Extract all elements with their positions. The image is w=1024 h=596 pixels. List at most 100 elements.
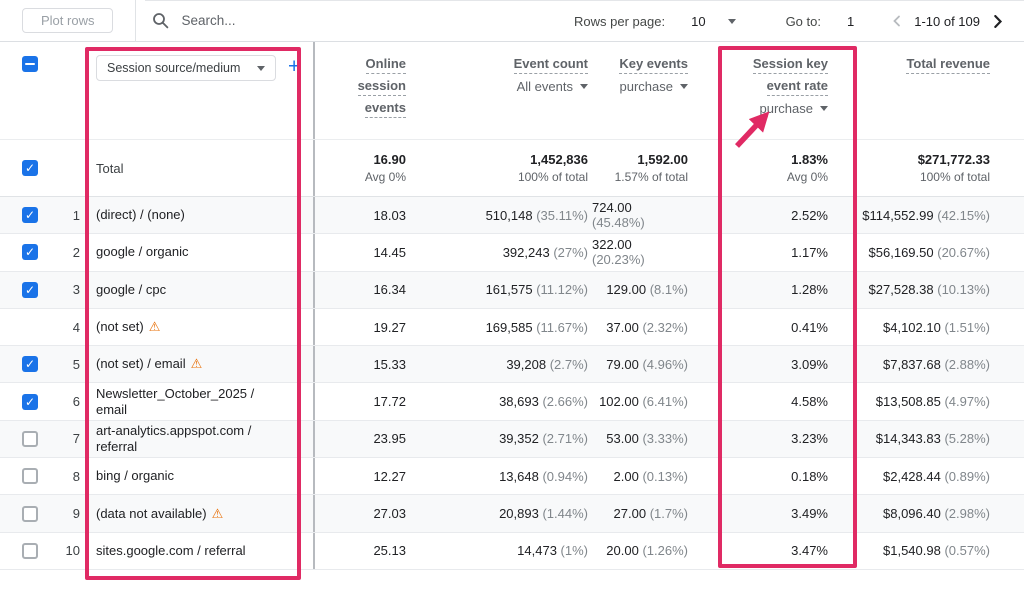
dimension-value: (not set) bbox=[96, 319, 144, 335]
table-toolbar: Plot rows Rows per page: 10 Go to: 1 1-1… bbox=[0, 0, 1024, 42]
dimension-value: google / organic bbox=[96, 244, 189, 260]
event-count-cell: 39,208 (2.7%) bbox=[506, 356, 588, 372]
header-label: Event count bbox=[513, 56, 588, 74]
row-checkbox[interactable] bbox=[22, 430, 38, 447]
go-to-label: Go to: bbox=[785, 13, 821, 29]
event-filter-value: All events bbox=[516, 79, 573, 94]
row-checkbox[interactable]: ✓ bbox=[22, 356, 38, 373]
total-revenue-cell: $7,837.68 (2.88%) bbox=[883, 356, 990, 372]
row-checkbox[interactable] bbox=[22, 542, 38, 559]
dimension-value: google / cpc bbox=[96, 281, 167, 297]
row-number: 5 bbox=[72, 356, 80, 372]
dimension-value: (data not available) bbox=[96, 505, 207, 521]
key-events-cell: 724.00 (45.48%) bbox=[592, 200, 645, 231]
total-revenue-cell: $2,428.44 (0.89%) bbox=[883, 468, 990, 484]
dimension-value: bing / organic bbox=[96, 468, 175, 484]
warning-icon: ⚠ bbox=[190, 356, 203, 372]
row-number: 9 bbox=[72, 506, 80, 522]
pagination-range: 1-10 of 109 bbox=[914, 13, 980, 29]
col-header-key-events[interactable]: Key events purchase bbox=[592, 42, 692, 139]
header-line: session bbox=[357, 78, 406, 96]
event-filter-dropdown[interactable]: All events bbox=[517, 79, 588, 94]
total-revenue-cell: $14,343.83 (5.28%) bbox=[875, 431, 990, 447]
table-row: ✓ 6 Newsletter_October_2025 / email 17.7… bbox=[0, 383, 1024, 421]
header-line: events bbox=[364, 100, 406, 118]
session-key-event-rate-cell: 3.47% bbox=[791, 543, 828, 559]
header-lines: Session key event rate bbox=[752, 56, 828, 100]
pagination-controls: Rows per page: 10 Go to: 1 1-10 of 109 bbox=[574, 0, 1008, 42]
table-row: 8 bing / organic 12.27 13,648 (0.94%) 2.… bbox=[0, 458, 1024, 496]
event-count-cell: 169,585 (11.67%) bbox=[485, 319, 588, 335]
search-input[interactable] bbox=[181, 13, 442, 28]
dimension-cell: Newsletter_October_2025 / email bbox=[88, 383, 313, 419]
key-event-filter-value: purchase bbox=[619, 79, 673, 94]
dimension-cell: google / cpc bbox=[88, 272, 313, 308]
session-key-event-rate-cell: 4.58% bbox=[791, 394, 828, 410]
row-number: 6 bbox=[72, 394, 80, 410]
key-events-cell: 79.00 (4.96%) bbox=[606, 356, 688, 372]
total-revenue-cell: $56,169.50 (20.67%) bbox=[868, 244, 990, 260]
total-revenue-cell: $4,102.10 (1.51%) bbox=[883, 319, 990, 335]
rows-per-page-value[interactable]: 10 bbox=[691, 13, 706, 29]
event-count-cell: 510,148 (35.11%) bbox=[485, 207, 588, 223]
chevron-down-icon[interactable] bbox=[727, 18, 736, 24]
online-session-events-cell: 17.72 bbox=[313, 383, 410, 420]
online-session-events-cell: 25.13 bbox=[313, 532, 410, 569]
row-number-header bbox=[56, 42, 88, 139]
dimension-value: art-analytics.appspot.com / referral bbox=[96, 422, 252, 454]
dimension-value: sites.google.com / referral bbox=[96, 542, 246, 558]
totals-event-count-cell: 1,452,836 100% of total bbox=[517, 152, 588, 184]
key-events-cell: 102.00 (6.41%) bbox=[599, 394, 688, 410]
row-checkbox[interactable] bbox=[22, 505, 38, 522]
row-checkbox[interactable]: ✓ bbox=[22, 244, 38, 261]
table-row: ✓ 2 google / organic 14.45 392,243 (27%)… bbox=[0, 234, 1024, 272]
dimension-cell: art-analytics.appspot.com / referral bbox=[88, 421, 313, 457]
session-key-event-rate-cell: 3.09% bbox=[791, 356, 828, 372]
total-revenue-cell: $13,508.85 (4.97%) bbox=[875, 394, 990, 410]
chevron-left-icon[interactable] bbox=[886, 10, 908, 32]
row-checkbox[interactable]: ✓ bbox=[22, 207, 38, 224]
table-row: ✓ 5 (not set) / email ⚠ 15.33 39,208 (2.… bbox=[0, 346, 1024, 384]
dimension-selector-dropdown[interactable]: Session source/medium bbox=[96, 55, 276, 81]
header-label: Key events bbox=[619, 56, 688, 74]
totals-label: Total bbox=[96, 160, 124, 176]
totals-checkbox[interactable]: ✓ bbox=[22, 160, 38, 176]
col-header-total-revenue[interactable]: Total revenue bbox=[832, 42, 1024, 139]
row-checkbox[interactable]: ✓ bbox=[22, 281, 38, 298]
row-number: 2 bbox=[72, 244, 80, 260]
session-key-event-rate-cell: 1.28% bbox=[791, 282, 828, 298]
search-box bbox=[152, 12, 442, 29]
event-count-cell: 20,893 (1.44%) bbox=[499, 506, 588, 522]
online-session-events-cell: 15.33 bbox=[313, 346, 410, 383]
col-header-event-count[interactable]: Event count All events bbox=[410, 42, 592, 139]
row-checkbox[interactable]: ✓ bbox=[22, 393, 38, 410]
dimension-cell: sites.google.com / referral bbox=[88, 533, 313, 569]
rate-filter-dropdown[interactable]: purchase bbox=[760, 101, 828, 116]
row-checkbox[interactable] bbox=[22, 468, 38, 485]
select-all-checkbox[interactable] bbox=[22, 56, 38, 72]
table-header-row: Session source/medium + Online session eve… bbox=[0, 42, 1024, 140]
col-header-session-key-event-rate[interactable]: Session key event rate purchase bbox=[692, 42, 832, 139]
totals-revenue-cell: $271,772.33 100% of total bbox=[917, 152, 990, 184]
row-number: 4 bbox=[72, 319, 80, 335]
toolbar-top-border bbox=[145, 0, 1024, 1]
add-column-icon[interactable]: + bbox=[288, 55, 301, 78]
session-key-event-rate-cell: 0.18% bbox=[791, 468, 828, 484]
header-label: Total revenue bbox=[906, 56, 990, 74]
key-events-cell: 53.00 (3.33%) bbox=[606, 431, 688, 447]
chevron-right-icon[interactable] bbox=[986, 10, 1008, 32]
online-session-events-cell: 14.45 bbox=[313, 234, 410, 271]
key-events-cell: 27.00 (1.7%) bbox=[613, 506, 688, 522]
go-to-value[interactable]: 1 bbox=[846, 13, 855, 29]
rate-filter-value: purchase bbox=[759, 101, 813, 116]
col-header-online-session-events[interactable]: Online session events bbox=[313, 42, 410, 139]
event-count-cell: 392,243 (27%) bbox=[502, 244, 588, 260]
event-count-cell: 39,352 (2.71%) bbox=[499, 431, 588, 447]
plot-rows-button[interactable]: Plot rows bbox=[22, 8, 114, 33]
event-count-cell: 38,693 (2.66%) bbox=[499, 394, 588, 410]
warning-icon: ⚠ bbox=[211, 505, 224, 521]
online-session-events-cell: 27.03 bbox=[313, 495, 410, 532]
key-event-filter-dropdown[interactable]: purchase bbox=[620, 79, 688, 94]
row-number: 7 bbox=[72, 431, 80, 447]
